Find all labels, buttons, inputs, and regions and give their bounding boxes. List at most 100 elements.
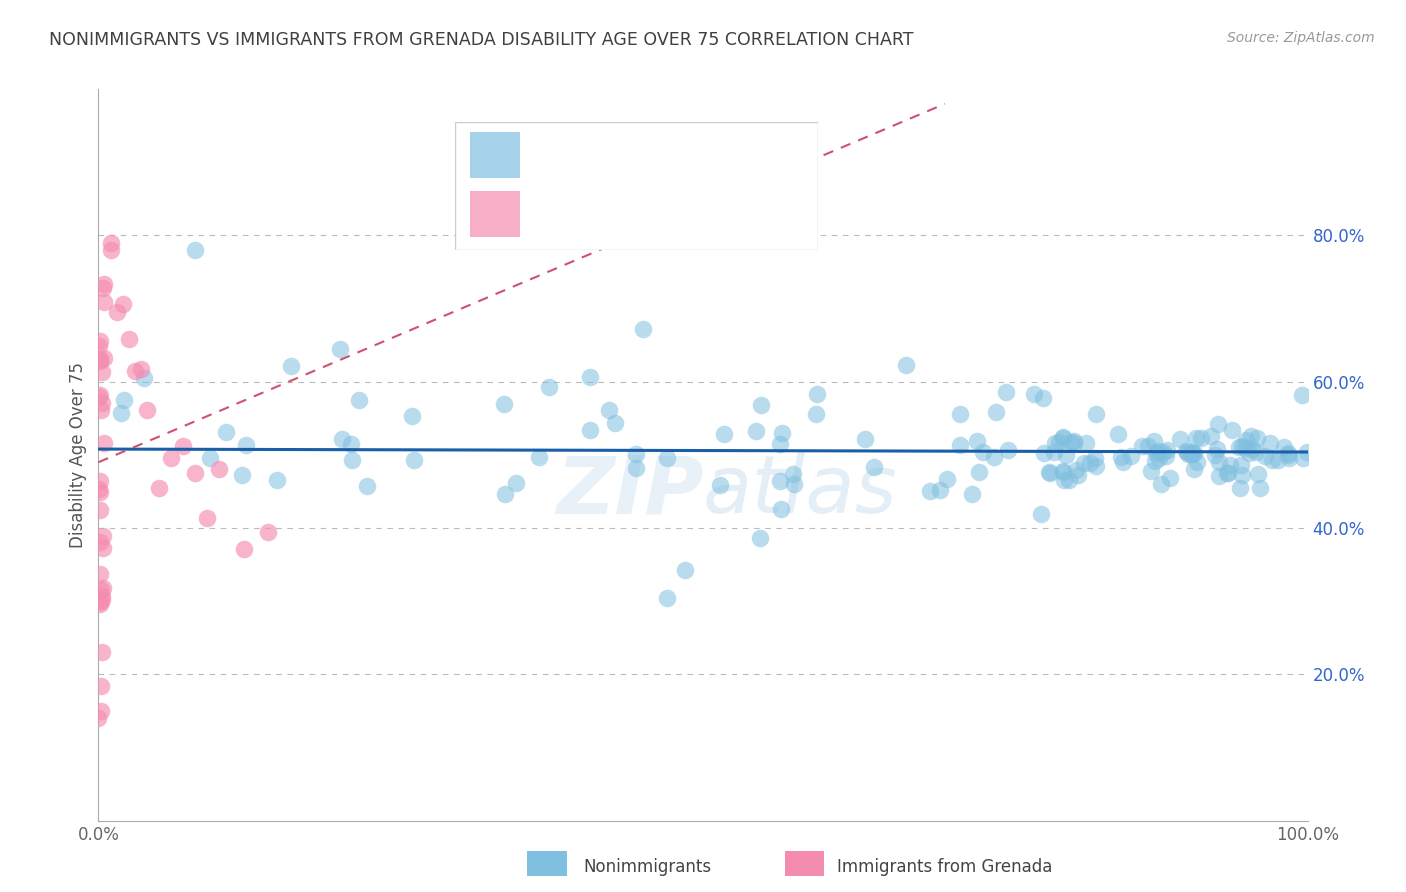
Point: [89, 387, 111, 401]
Point: [770, 501, 793, 516]
Point: [713, 426, 735, 441]
Point: [1206, 442, 1229, 456]
Point: [1121, 450, 1143, 464]
Point: [280, 359, 302, 373]
Point: [1230, 458, 1253, 472]
Point: [1258, 436, 1281, 450]
Point: [1254, 450, 1277, 464]
Point: [1246, 431, 1268, 445]
Point: [1085, 408, 1108, 422]
Point: [89, 351, 111, 366]
Text: Immigrants from Grenada: Immigrants from Grenada: [837, 858, 1052, 876]
Point: [1174, 444, 1197, 458]
Point: [89, 597, 111, 611]
Point: [1031, 508, 1053, 522]
Point: [1159, 471, 1181, 485]
Point: [1185, 455, 1208, 469]
Point: [1078, 456, 1101, 470]
Point: [1185, 431, 1208, 445]
Point: [631, 322, 654, 336]
Point: [89, 474, 111, 488]
Point: [1234, 433, 1257, 447]
Point: [129, 361, 152, 376]
Point: [782, 467, 804, 481]
Point: [1147, 443, 1170, 458]
Point: [1249, 481, 1271, 495]
Point: [505, 475, 527, 490]
Point: [1143, 434, 1166, 448]
Point: [89, 390, 111, 404]
Point: [1109, 450, 1132, 465]
Point: [135, 402, 157, 417]
Point: [1053, 473, 1076, 487]
Point: [949, 408, 972, 422]
Point: [1247, 467, 1270, 481]
Point: [673, 564, 696, 578]
Point: [935, 472, 957, 486]
Point: [949, 438, 972, 452]
Point: [90, 590, 112, 604]
Point: [1038, 466, 1060, 480]
Point: [1239, 446, 1261, 460]
Point: [1043, 445, 1066, 459]
Point: [655, 591, 678, 605]
Point: [1208, 468, 1230, 483]
Point: [266, 473, 288, 487]
Point: [1107, 427, 1129, 442]
Point: [1182, 446, 1205, 460]
Point: [1189, 431, 1212, 445]
Point: [87, 339, 110, 353]
Point: [1063, 434, 1085, 448]
Point: [1047, 434, 1070, 449]
Point: [232, 541, 254, 556]
Point: [1060, 435, 1083, 450]
Point: [1054, 449, 1077, 463]
Point: [1291, 388, 1313, 402]
Point: [184, 243, 207, 257]
Point: [1064, 463, 1087, 477]
Point: [91, 541, 114, 555]
Point: [118, 332, 141, 346]
Point: [983, 450, 1005, 465]
Point: [195, 510, 218, 524]
Point: [769, 474, 792, 488]
Point: [769, 437, 792, 451]
Point: [960, 487, 983, 501]
Point: [1234, 442, 1257, 456]
Point: [1230, 467, 1253, 482]
Point: [1152, 444, 1174, 458]
Point: [1084, 450, 1107, 465]
Point: [89, 583, 111, 598]
Point: [624, 447, 647, 461]
Point: [100, 244, 122, 258]
Point: [1043, 436, 1066, 450]
Point: [966, 434, 988, 448]
Point: [748, 531, 770, 545]
Point: [1277, 446, 1299, 460]
Point: [90, 403, 112, 417]
Point: [91, 529, 114, 543]
Point: [1156, 442, 1178, 457]
Point: [1084, 459, 1107, 474]
Point: [1277, 449, 1299, 463]
Point: [863, 460, 886, 475]
Point: [89, 483, 111, 497]
Point: [1295, 445, 1317, 459]
Point: [91, 281, 114, 295]
Point: [1181, 447, 1204, 461]
Point: [1032, 446, 1054, 460]
Point: [806, 386, 828, 401]
Point: [1073, 456, 1095, 470]
Point: [804, 407, 827, 421]
Point: [1219, 458, 1241, 472]
Point: [100, 235, 122, 250]
Point: [90, 680, 112, 694]
Point: [1175, 445, 1198, 459]
Point: [1052, 464, 1074, 478]
Point: [1292, 450, 1315, 465]
Point: [1272, 440, 1295, 454]
Point: [745, 424, 768, 438]
Point: [1182, 461, 1205, 475]
Point: [1112, 454, 1135, 468]
Point: [1132, 439, 1154, 453]
